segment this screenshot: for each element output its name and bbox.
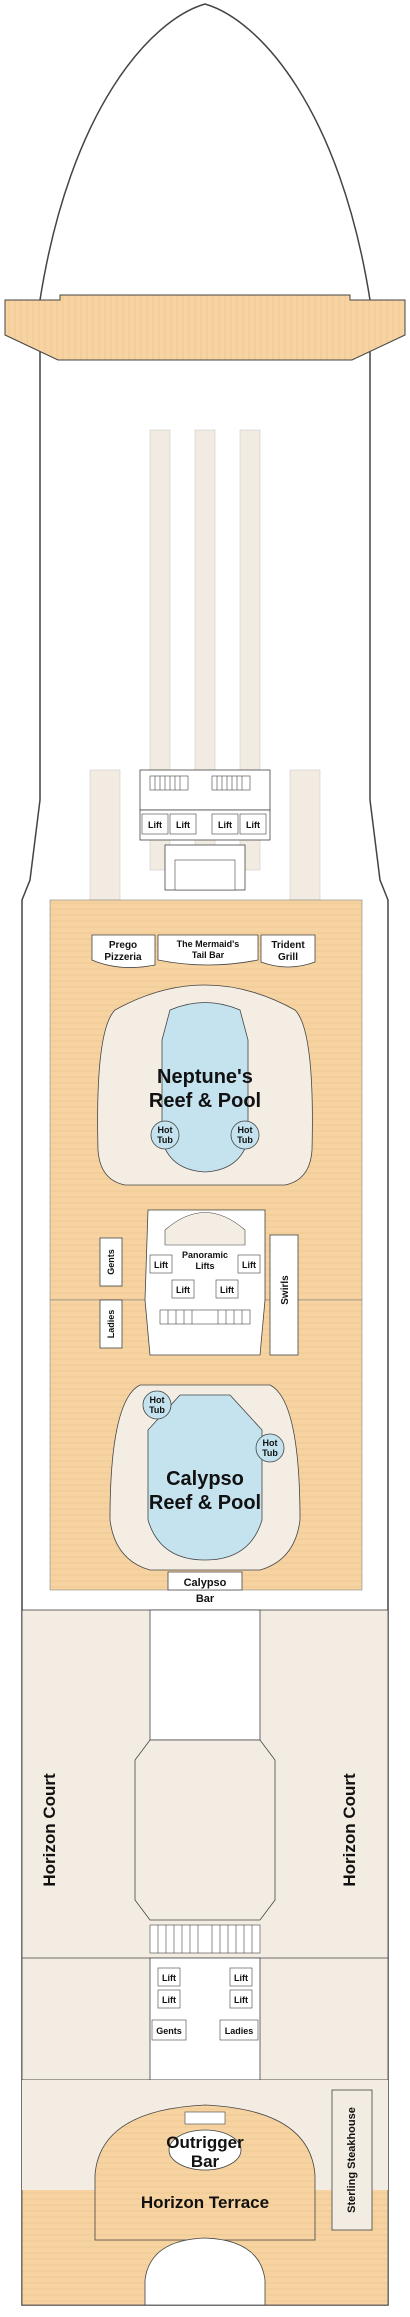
prego-label-2: Pizzeria: [104, 952, 142, 963]
outrigger-bar: [168, 2129, 242, 2171]
ladies-restroom-aft: [219, 2019, 259, 2041]
trident-label-2: Grill: [278, 952, 298, 963]
hot-tub-label-2: Tub: [237, 1135, 253, 1145]
outrigger-label: Outrigger: [166, 2133, 244, 2152]
outrigger-label-2: Bar: [191, 2152, 220, 2171]
lift-label: Lift: [234, 1995, 248, 2005]
calypso-bar-label: Calypso: [184, 1577, 227, 1589]
calypso-bar-label-2: Bar: [196, 1593, 215, 1605]
horizon-terrace-label: Horizon Terrace: [141, 2193, 269, 2212]
gents-label: Gents: [156, 2026, 182, 2036]
prego-pizzeria: [91, 934, 156, 968]
hot-tub-label-2: Tub: [149, 1405, 165, 1415]
hot-tub-label: Hot: [238, 1125, 253, 1135]
calypso-pool: [147, 1394, 263, 1561]
hot-tub-4: [255, 1433, 285, 1463]
lift-1: [141, 813, 169, 835]
lift-label: Lift: [176, 1285, 190, 1295]
lift-label: Lift: [154, 1260, 168, 1270]
lift-label: Lift: [218, 820, 232, 830]
trident-grill: [260, 934, 316, 968]
hot-tub-label-2: Tub: [157, 1135, 173, 1145]
hot-tub-label: Hot: [263, 1438, 278, 1448]
lift-2: [169, 813, 197, 835]
lift-label: Lift: [148, 820, 162, 830]
forward-deck: [4, 294, 406, 361]
ladies-label: Ladies: [106, 1310, 116, 1339]
hot-tub-2: [230, 1120, 260, 1150]
gents-label: Gents: [106, 1249, 116, 1275]
calypso-title-2: Reef & Pool: [149, 1492, 261, 1514]
lift-label: Lift: [162, 1973, 176, 1983]
panoramic-lifts-label-2: Lifts: [196, 1261, 215, 1271]
lift-label: Lift: [242, 1260, 256, 1270]
hot-tub-3: [142, 1390, 172, 1420]
horizon-court-left: Horizon Court: [40, 1773, 59, 1887]
stern-opening: [144, 2237, 266, 2306]
prego-label: Prego: [109, 940, 137, 951]
lift-label: Lift: [234, 1973, 248, 1983]
lift-label: Lift: [162, 1995, 176, 2005]
lift-4: [239, 813, 267, 835]
gents-restroom: [99, 1237, 123, 1287]
lift-label: Lift: [246, 820, 260, 830]
ladies-restroom: [99, 1299, 123, 1349]
swirls: [269, 1234, 299, 1356]
neptunes-pool: [161, 1002, 249, 1173]
calypso-bar: [167, 1571, 243, 1591]
ladies-label: Ladies: [225, 2026, 254, 2036]
hot-tub-label: Hot: [158, 1125, 173, 1135]
lift-label: Lift: [220, 1285, 234, 1295]
hot-tub-label: Hot: [150, 1395, 165, 1405]
neptunes-title: Neptune's: [157, 1066, 253, 1088]
neptunes-title-2: Reef & Pool: [149, 1090, 261, 1112]
mermaid-tail-bar: [157, 934, 259, 966]
mermaid-label-2: Tail Bar: [192, 950, 225, 960]
gents-restroom-aft: [151, 2019, 187, 2041]
sterling-label: Sterling Steakhouse: [346, 2107, 358, 2213]
hot-tub-label-2: Tub: [262, 1448, 278, 1458]
outrigger-bar-area: [94, 2104, 316, 2241]
hot-tub-1: [150, 1120, 180, 1150]
trident-label: Trident: [271, 940, 305, 951]
panoramic-lifts-label: Panoramic: [182, 1250, 228, 1260]
mermaid-label: The Mermaid's: [177, 939, 240, 949]
lift-3: [211, 813, 239, 835]
stairs-icon: [149, 775, 251, 791]
calypso-title: Calypso: [166, 1468, 244, 1490]
lift-label: Lift: [176, 820, 190, 830]
swirls-label: Swirls: [280, 1275, 291, 1305]
sterling-steakhouse: [331, 2089, 373, 2231]
horizon-court-right: Horizon Court: [340, 1773, 359, 1887]
